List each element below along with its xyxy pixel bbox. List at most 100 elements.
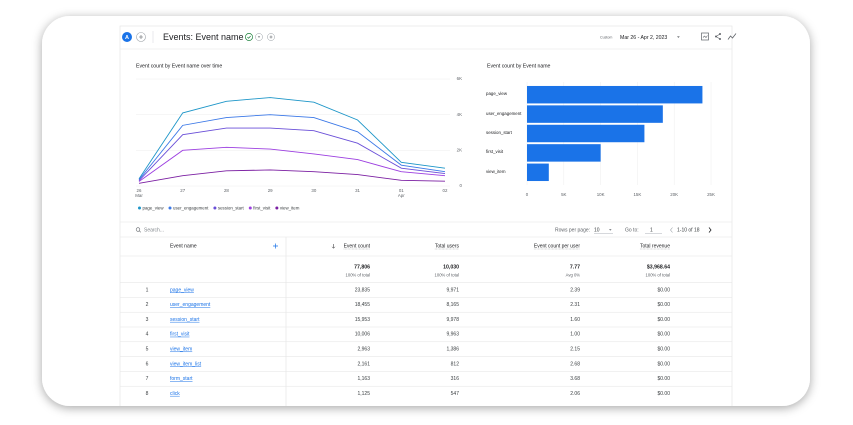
- cell: 2.06: [570, 391, 580, 397]
- insights-icon[interactable]: [727, 33, 737, 40]
- event-name-link[interactable]: user_engagement: [170, 302, 211, 308]
- cell: 812: [451, 361, 460, 367]
- row-index: 2: [146, 302, 149, 308]
- x-tick-label: 02: [442, 189, 448, 193]
- total-note: 100% of total: [646, 273, 671, 278]
- x-tick-label: 0: [526, 192, 529, 197]
- x-tick-label: 27: [180, 189, 186, 193]
- cell: 1,125: [357, 391, 370, 397]
- cell: $0.00: [657, 376, 670, 382]
- cell: 2,963: [357, 347, 370, 353]
- cell: 23,835: [355, 287, 371, 293]
- add-dimension[interactable]: [273, 243, 278, 249]
- rows-per-page-arrow[interactable]: [609, 229, 612, 231]
- rows-per-page-label: Rows per page:: [555, 227, 590, 233]
- category-label: session_start: [486, 130, 512, 136]
- total-value: $3,968.64: [647, 264, 670, 270]
- bar: [527, 144, 601, 162]
- cell: 1.60: [570, 317, 580, 323]
- total-note: Avg 0%: [566, 273, 581, 278]
- avatar[interactable]: [122, 32, 132, 42]
- cell: 1.00: [570, 332, 580, 338]
- cell: 15,953: [355, 317, 371, 323]
- category-label-box: first_visit: [486, 150, 503, 155]
- cell: 316: [451, 376, 460, 382]
- search-input[interactable]: Search...: [144, 227, 164, 233]
- x-tick-label-box: 27: [180, 189, 186, 193]
- column-header[interactable]: Event count per user: [534, 243, 580, 249]
- cell: 1,386: [446, 347, 459, 353]
- total-value: 7.77: [570, 264, 580, 270]
- rows-per-page-select[interactable]: 10: [594, 227, 600, 233]
- go-to-input[interactable]: 1: [650, 227, 653, 233]
- next-page[interactable]: [708, 227, 712, 233]
- avatar-letter: A: [125, 35, 129, 41]
- series-line: [138, 169, 446, 184]
- row-index: 4: [146, 332, 149, 338]
- date-range[interactable]: Mar 26 - Apr 2, 2023: [620, 35, 667, 41]
- row-index: 1: [146, 287, 149, 293]
- x-tick-label-box: 29: [268, 189, 273, 193]
- cell: $0.00: [657, 332, 670, 338]
- row-index: 6: [146, 361, 149, 367]
- series-line: [138, 127, 446, 181]
- date-dropdown-arrow[interactable]: [677, 36, 680, 38]
- x-tick-label: 26 Mar: [135, 189, 143, 198]
- event-name-link[interactable]: page_view: [170, 287, 194, 293]
- cell: 9,963: [446, 332, 459, 338]
- x-tick-label: 31: [355, 189, 360, 193]
- x-tick-label-box: 28: [223, 189, 229, 193]
- chart-title: Event count by Event name over time: [136, 63, 222, 69]
- sort-arrow: [331, 244, 336, 249]
- cell: 9,971: [446, 287, 459, 293]
- x-tick-label-box: 01 Apr: [398, 189, 405, 198]
- column-header[interactable]: Event count: [344, 243, 371, 249]
- category-label-box: page_view: [486, 91, 507, 96]
- check-icon: [247, 35, 251, 39]
- column-header[interactable]: Total users: [435, 243, 460, 249]
- event-name-link[interactable]: first_visit: [170, 332, 190, 338]
- cell: $0.00: [657, 317, 670, 323]
- column-header[interactable]: Total revenue: [640, 243, 670, 249]
- x-tick-label-box: 02: [442, 189, 448, 193]
- customize-icon[interactable]: [701, 32, 709, 41]
- cell: 9,978: [446, 317, 459, 323]
- total-note: 100% of total: [346, 273, 371, 278]
- legend-marker: [168, 206, 172, 210]
- cell: 2.15: [570, 347, 580, 353]
- cell: 2.31: [570, 302, 580, 308]
- cell: $0.00: [657, 347, 670, 353]
- event-name-link[interactable]: view_item_list: [170, 361, 202, 367]
- row-index: 8: [146, 391, 149, 397]
- x-tick-label: 15K: [633, 192, 641, 197]
- date-label: Custom: [600, 35, 612, 39]
- legend-label: session_start: [218, 205, 245, 210]
- pagination: 1-10 of 18: [677, 227, 700, 233]
- series-line: [138, 146, 446, 182]
- cell: $0.00: [657, 287, 670, 293]
- customize-icon-mark: [702, 35, 708, 38]
- share-icon[interactable]: [715, 33, 721, 40]
- x-tick-label-box: 31: [355, 189, 360, 193]
- y-tick-label: 2K: [457, 147, 462, 152]
- cell: 10,006: [355, 332, 371, 338]
- bar: [527, 124, 645, 143]
- legend-marker: [275, 206, 279, 210]
- y-tick-label: 0: [460, 183, 463, 188]
- event-name-link[interactable]: view_item: [170, 347, 192, 353]
- x-tick-label: 10K: [597, 192, 605, 197]
- cell: 8,165: [446, 302, 459, 308]
- event-name-link[interactable]: session_start: [170, 317, 200, 323]
- legend-marker: [213, 206, 217, 210]
- cell: 2,161: [357, 361, 370, 367]
- y-tick-label: 4K: [457, 112, 462, 117]
- event-name-link[interactable]: form_start: [170, 376, 193, 382]
- search-icon-handle: [139, 230, 142, 233]
- event-name-link[interactable]: click: [170, 391, 180, 397]
- x-tick-label: 28: [223, 189, 229, 193]
- prev-page[interactable]: [670, 227, 673, 233]
- x-tick-label: 25K: [707, 192, 715, 197]
- series-line: [138, 114, 446, 181]
- dropdown-arrow: [257, 36, 261, 38]
